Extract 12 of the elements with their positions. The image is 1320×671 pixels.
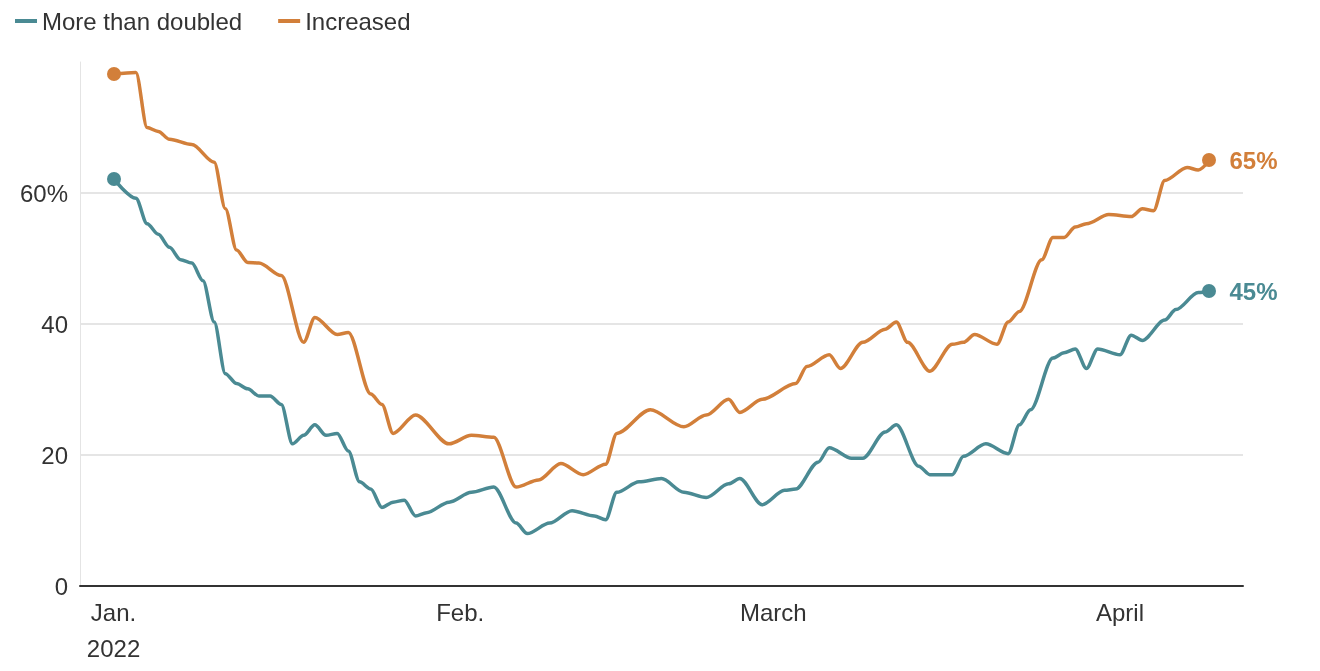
data-label: 45% xyxy=(1229,277,1278,305)
data-label: 65% xyxy=(1229,146,1278,174)
legend-label: Increased xyxy=(305,7,411,35)
x-tick-label: Jan. 2022 xyxy=(86,598,141,662)
x-tick-label: March xyxy=(739,598,807,626)
y-tick-label: 0 xyxy=(54,572,68,600)
x-tick-label: Feb. xyxy=(436,598,485,626)
y-tick-label: 60% xyxy=(19,179,68,207)
legend-label: More than doubled xyxy=(42,7,243,35)
y-tick-label: 20 xyxy=(41,441,68,469)
x-tick-label: April xyxy=(1095,598,1144,626)
y-tick-label: 40 xyxy=(41,310,68,338)
